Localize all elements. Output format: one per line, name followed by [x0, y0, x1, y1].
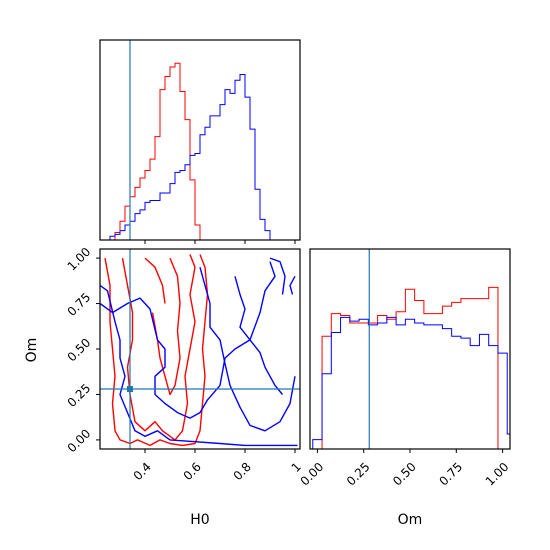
panel-hist-h0 — [99, 39, 301, 241]
x-tick-label: 1.00 — [483, 460, 512, 489]
contour-line-series-1 — [234, 276, 284, 395]
x-tick-label: 0.50 — [390, 460, 419, 489]
x-axis-label-om: Om — [398, 512, 423, 528]
y-tick-label: 0.75 — [65, 290, 94, 319]
histogram-series-1 — [100, 74, 300, 240]
y-axis-label-om: Om — [24, 338, 40, 363]
contour-line-series-1 — [100, 261, 276, 419]
contour-line-series-0 — [144, 257, 166, 304]
y-tick-label: 1.00 — [65, 245, 94, 274]
contour-line-series-1 — [269, 257, 286, 295]
x-tick-label: 0.8 — [231, 460, 254, 483]
x-tick-label: 0.75 — [436, 460, 465, 489]
x-tick-label: 0.00 — [298, 460, 327, 489]
x-tick-label: 0.4 — [131, 460, 154, 483]
contour-line-series-1 — [289, 275, 296, 295]
x-tick-label: 0.6 — [181, 460, 204, 483]
contour-line-series-0 — [121, 254, 196, 441]
y-tick-label: 0.50 — [65, 336, 94, 365]
contour-line-series-0 — [151, 257, 181, 396]
histogram-series-0 — [312, 286, 510, 449]
panel-frame — [309, 248, 511, 450]
x-tick-label: 1 — [289, 460, 304, 475]
contour-line-series-0 — [104, 254, 209, 447]
panel-hist-om — [309, 248, 511, 450]
panel-frame — [99, 39, 301, 241]
x-axis-label-h0: H0 — [190, 512, 209, 528]
histogram-series-1 — [312, 316, 510, 449]
contour-line-series-1 — [199, 267, 296, 432]
panel-contour — [99, 248, 301, 450]
contour-line-series-1 — [100, 284, 298, 447]
y-tick-label: 0.25 — [65, 381, 94, 410]
truth-marker — [127, 386, 133, 392]
y-tick-label: 0.00 — [65, 426, 94, 455]
x-tick-label: 0.25 — [344, 460, 373, 489]
